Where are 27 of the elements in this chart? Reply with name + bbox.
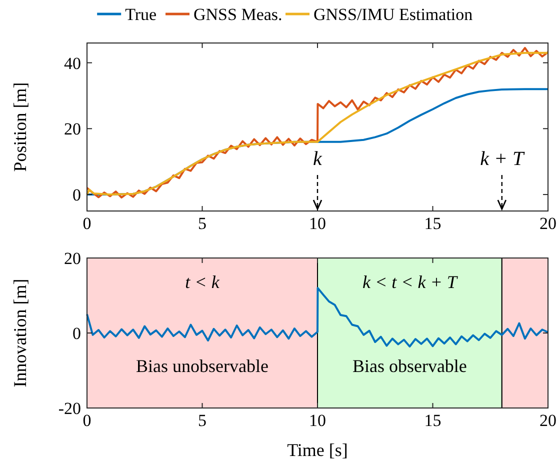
y-tick-label: -20 xyxy=(58,399,81,418)
y-tick-label: 20 xyxy=(64,249,81,268)
legend-label: GNSS/IMU Estimation xyxy=(314,5,474,24)
x-tick-label: 15 xyxy=(424,214,442,233)
x-tick-label: 15 xyxy=(424,411,442,430)
annotation: Bias observable xyxy=(352,356,467,376)
ref-line-label: k xyxy=(313,148,324,170)
x-tick-label: 5 xyxy=(198,214,206,233)
x-tick-label: 20 xyxy=(540,411,556,430)
legend-label: True xyxy=(125,5,157,24)
legend-label: GNSS Meas. xyxy=(194,5,282,24)
ref-line-label: k + T xyxy=(480,148,526,170)
x-axis-title: Time [s] xyxy=(287,440,348,460)
y-tick-label: 20 xyxy=(64,120,81,139)
y-axis-title: Position [m] xyxy=(10,82,30,172)
x-tick-label: 10 xyxy=(309,411,326,430)
x-tick-label: 10 xyxy=(309,214,326,233)
y-axis-title: Innovation [m] xyxy=(10,278,30,388)
x-tick-label: 20 xyxy=(540,214,556,233)
x-tick-label: 5 xyxy=(198,411,206,430)
annotation: t < k xyxy=(185,272,220,292)
y-tick-label: 0 xyxy=(72,186,81,205)
y-tick-label: 40 xyxy=(64,54,81,73)
line-series xyxy=(86,287,549,348)
annotation: Bias unobservable xyxy=(136,356,268,376)
annotation: k < t < k + T xyxy=(362,272,459,292)
y-tick-label: 0 xyxy=(72,324,81,343)
